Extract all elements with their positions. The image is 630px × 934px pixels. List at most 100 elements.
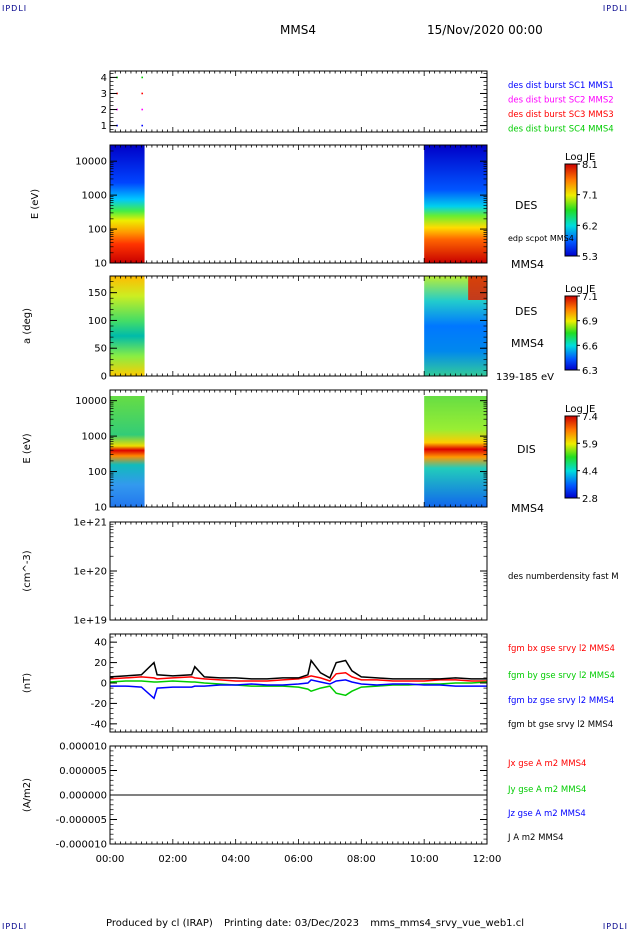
bfield-line-by <box>109 680 488 697</box>
colorbar <box>564 163 578 257</box>
dis-energy-spectrogram-b <box>424 396 487 507</box>
panel-label-mms4: MMS4 <box>511 258 544 271</box>
y-axis-label: E (eV) <box>22 433 33 463</box>
legend-burst-2: des dist burst SC2 MMS2 <box>508 96 614 106</box>
y-tick-label: 4 <box>101 73 107 84</box>
y-tick-label: 0 <box>101 679 107 690</box>
colorbar <box>564 295 578 371</box>
plot-canvas: 1 2 3 4 des dist burst SC1 MMS1 des dist burs… <box>22 70 619 865</box>
y-tick-label: 50 <box>94 344 107 355</box>
colorbar-tick-label: 8.1 <box>582 160 598 171</box>
colorbar-tick-label: 6.3 <box>582 366 598 377</box>
y-axis-label: (A/m2) <box>22 778 33 812</box>
panel-label-scpot: edp scpot MMS4 <box>508 234 574 243</box>
panel-label-mms4: MMS4 <box>511 337 544 350</box>
colorbar <box>564 415 578 499</box>
colorbar-tick-label: 5.3 <box>582 252 598 263</box>
burst-marker <box>116 108 118 111</box>
colorbar-title: Log JE <box>565 404 595 415</box>
y-axis-label: (nT) <box>22 673 33 693</box>
y-axis-label: E (eV) <box>30 189 41 219</box>
legend-burst-1: des dist burst SC1 MMS1 <box>508 81 614 91</box>
colorbar-tick-label: 6.2 <box>582 221 598 232</box>
colorbar-tick-label: 6.9 <box>582 317 598 328</box>
colorbar-tick-label: 2.8 <box>582 494 598 505</box>
bfield-line-bz <box>110 679 487 700</box>
burst-marker <box>116 76 118 79</box>
y-tick-label: 2 <box>101 105 107 116</box>
burst-marker <box>141 124 144 127</box>
colorbar-title: Log JE <box>565 284 595 295</box>
y-tick-label: 0 <box>101 372 107 383</box>
legend-bfield-bz: fgm bz gse srvy l2 MMS4 <box>508 696 614 706</box>
panel-label-mms4: MMS4 <box>511 502 544 515</box>
date-title: 15/Nov/2020 00:00 <box>427 23 543 37</box>
y-tick-label: 1 <box>101 121 107 132</box>
des-pitch-spectrogram-a <box>110 276 145 376</box>
y-tick-label: 10000 <box>75 396 107 407</box>
y-tick-label: 10 <box>94 259 107 270</box>
panel-burst-frame <box>109 70 488 133</box>
y-tick-label: 100 <box>88 467 107 478</box>
panel-label-des: DES <box>515 199 537 212</box>
y-tick-label: 1000 <box>82 432 107 443</box>
colorbar-tick-label: 4.4 <box>582 467 598 478</box>
x-tick-label: 12:00 <box>473 854 502 865</box>
colorbar-title: Log JE <box>565 152 595 163</box>
spacecraft-title: MMS4 <box>280 23 316 37</box>
y-tick-label: 1e+19 <box>73 616 107 627</box>
legend-current-0: Jx gse A m2 MMS4 <box>507 759 586 769</box>
x-tick-label: 08:00 <box>347 854 376 865</box>
x-tick-label: 00:00 <box>96 854 125 865</box>
y-tick-label: 20 <box>94 658 107 669</box>
x-tick-label: 04:00 <box>221 854 250 865</box>
panel-label-des: DES <box>515 305 537 318</box>
legend-bfield-bt: fgm bt gse srvy l2 MMS4 <box>508 720 613 730</box>
panel-bfield-frame <box>109 633 488 733</box>
y-tick-label: 10000 <box>75 157 107 168</box>
colorbar-tick-label: 7.4 <box>582 412 598 423</box>
y-tick-label: 1000 <box>82 191 107 202</box>
bfield-line-bx <box>109 672 487 682</box>
footer-filename: mms_mms4_srvy_vue_web1.cl <box>370 918 524 929</box>
y-tick-label: 100 <box>88 316 107 327</box>
y-tick-label: 150 <box>88 288 107 299</box>
x-tick-label: 02:00 <box>158 854 187 865</box>
y-tick-label: 1e+20 <box>73 567 107 578</box>
legend-current-3: J A m2 MMS4 <box>507 833 564 843</box>
des-energy-spectrogram-a <box>110 145 145 263</box>
footer-produced-by: Produced by cl (IRAP) <box>106 918 213 929</box>
corner-label-bottom-right: IPDLI <box>602 922 628 931</box>
corner-label-top-left: IPDLI <box>2 4 28 13</box>
y-tick-label: 40 <box>94 638 107 649</box>
burst-marker <box>116 92 118 95</box>
y-tick-label: 3 <box>101 89 107 100</box>
colorbar-tick-label: 7.1 <box>582 191 598 202</box>
corner-label-top-right: IPDLI <box>602 4 628 13</box>
footer: Produced by cl (IRAP) Printing date: 03/… <box>0 918 630 929</box>
burst-marker <box>141 76 144 79</box>
panel-density-frame <box>109 521 488 621</box>
bfield-line-bt <box>109 658 487 680</box>
burst-marker <box>141 92 144 95</box>
y-tick-label: -40 <box>91 719 107 730</box>
y-tick-label: 1e+21 <box>73 518 107 529</box>
legend-bfield-bx: fgm bx gse srvy l2 MMS4 <box>508 644 615 654</box>
legend-current-1: Jy gse A m2 MMS4 <box>507 785 586 795</box>
y-tick-label: -0.000010 <box>56 840 107 851</box>
y-tick-label: 0.000005 <box>59 766 107 777</box>
y-tick-label: 100 <box>88 225 107 236</box>
des-energy-spectrogram-b <box>424 145 487 263</box>
corner-label-bottom-left: IPDLI <box>2 922 28 931</box>
y-tick-label: -0.000005 <box>56 815 107 826</box>
y-tick-label: -20 <box>91 699 107 710</box>
burst-marker <box>116 124 118 127</box>
legend-bfield-by: fgm by gse srvy l2 MMS4 <box>508 671 615 681</box>
colorbar-tick-label: 5.9 <box>582 439 598 450</box>
y-axis-label: (cm^-3) <box>22 550 33 591</box>
panel-label-energy-range: 139-185 eV <box>496 372 554 383</box>
y-tick-label: 0.000000 <box>59 791 107 802</box>
y-tick-label: 10 <box>94 503 107 514</box>
x-tick-label: 10:00 <box>410 854 439 865</box>
dis-energy-spectrogram-a <box>110 396 145 507</box>
